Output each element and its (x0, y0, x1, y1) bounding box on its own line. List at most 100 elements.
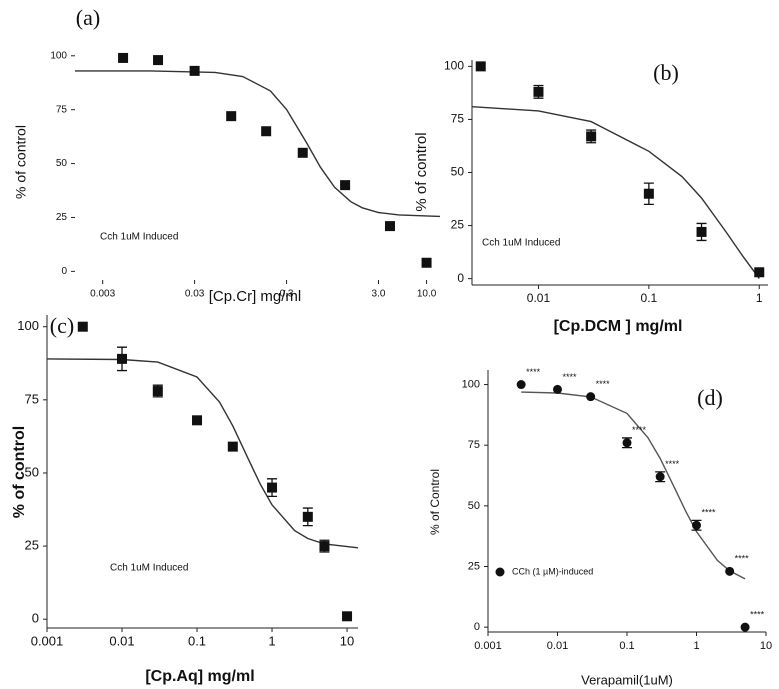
y-tick-label: 50 (451, 165, 465, 179)
point (553, 384, 562, 394)
significance: **** (701, 508, 716, 518)
legend-label: CCh (1 µM)-induced (512, 566, 593, 576)
point (77, 321, 88, 332)
point (297, 147, 308, 158)
y-tick-label: 0 (474, 621, 480, 633)
x-axis-label: [Cp.DCM ] mg/ml (554, 318, 683, 335)
y-tick-label: 25 (468, 560, 480, 572)
x-tick-label: 0.01 (527, 291, 551, 305)
y-tick-label: 25 (451, 218, 465, 232)
annotation: Cch 1uM Induced (110, 563, 188, 574)
y-tick-label: 75 (56, 104, 68, 115)
x-axis-label: [Cp.Cr] mg/ml (209, 288, 302, 305)
point (342, 611, 353, 622)
x-tick-label: 10 (340, 633, 354, 648)
point (643, 188, 654, 199)
x-tick-label: 0.03 (185, 289, 205, 300)
point (622, 438, 632, 448)
legend-marker (495, 567, 505, 577)
x-tick-label: 0.003 (90, 289, 115, 300)
y-tick-label: 100 (462, 378, 480, 390)
annotation: Cch 1uM Induced (482, 238, 560, 249)
point (655, 472, 665, 482)
panel-letter: (a) (76, 5, 100, 30)
x-tick-label: 0.1 (641, 291, 658, 305)
significance: **** (562, 372, 577, 382)
point (319, 541, 330, 552)
point (384, 221, 395, 232)
x-tick-label: 1 (693, 640, 699, 652)
x-tick-label: 10 (760, 640, 772, 652)
y-tick-label: 0 (457, 271, 464, 285)
y-tick-label: 25 (25, 538, 39, 553)
y-tick-label: 50 (468, 500, 480, 512)
y-tick-label: 75 (451, 112, 465, 126)
x-axis-label: Verapamil(1uM) (581, 672, 673, 687)
x-tick-label: 0.3 (280, 289, 294, 300)
fit-curve (75, 70, 441, 218)
point (586, 131, 597, 142)
significance: **** (665, 459, 680, 469)
y-tick-label: 100 (50, 50, 67, 61)
y-axis-label: % of control (11, 426, 28, 518)
x-tick-label: 10.0 (417, 289, 437, 300)
point (226, 111, 237, 122)
annotation: Cch 1uM Induced (100, 232, 178, 243)
point (586, 392, 596, 402)
point (227, 441, 238, 452)
significance: **** (735, 554, 750, 564)
y-axis-label: % of control (13, 125, 29, 199)
y-axis-label: % of control (413, 132, 430, 211)
x-tick-label: 0.1 (619, 640, 634, 652)
point (261, 126, 272, 137)
point (118, 52, 129, 63)
point (725, 566, 735, 576)
point (192, 415, 203, 426)
point (189, 65, 200, 76)
y-tick-label: 50 (56, 158, 68, 169)
x-tick-label: 1 (268, 633, 275, 648)
point (152, 386, 163, 397)
point (153, 55, 164, 66)
panel: 0.003 0.03 0.3 3.0 10.0 0 25 50 75 100 (a) Cch 1uM … (13, 5, 441, 305)
y-tick-label: 0 (61, 266, 67, 277)
y-tick-label: 75 (25, 391, 39, 406)
x-tick-label: 0.01 (547, 640, 568, 652)
point (696, 226, 707, 237)
fit-curve (471, 106, 760, 280)
y-axis-label: % of Control (428, 469, 442, 535)
panel: 0.01 0.1 1 0 25 50 75 100 (b) Cch 1uM Induced [Cp.… (413, 59, 768, 335)
y-tick-label: 50 (25, 464, 39, 479)
point (516, 380, 526, 390)
x-tick-label: 3.0 (372, 289, 386, 300)
significance: **** (526, 367, 541, 377)
y-tick-label: 75 (468, 439, 480, 451)
significance: **** (596, 379, 611, 389)
panel-letter: (b) (653, 60, 679, 85)
point (421, 257, 432, 268)
point (475, 61, 486, 72)
point (267, 482, 278, 493)
x-tick-label: 0.001 (474, 640, 502, 652)
point (340, 180, 351, 191)
fit-curve (521, 391, 746, 580)
point (117, 353, 128, 364)
significance: **** (750, 610, 765, 620)
x-tick-label: 0.1 (188, 633, 206, 648)
y-tick-label: 25 (56, 212, 68, 223)
panel-letter: (d) (697, 385, 723, 410)
point (533, 86, 544, 97)
fit-curve (46, 358, 359, 549)
x-tick-label: 0.01 (109, 633, 134, 648)
point (740, 622, 750, 632)
y-tick-label: 100 (444, 59, 464, 73)
y-tick-label: 0 (32, 611, 39, 626)
x-tick-label: 1 (756, 291, 763, 305)
point (302, 511, 313, 522)
y-tick-label: 100 (17, 318, 39, 333)
x-axis-label: [Cp.Aq] mg/ml (145, 668, 254, 685)
significance: **** (632, 425, 647, 435)
point (692, 520, 701, 530)
